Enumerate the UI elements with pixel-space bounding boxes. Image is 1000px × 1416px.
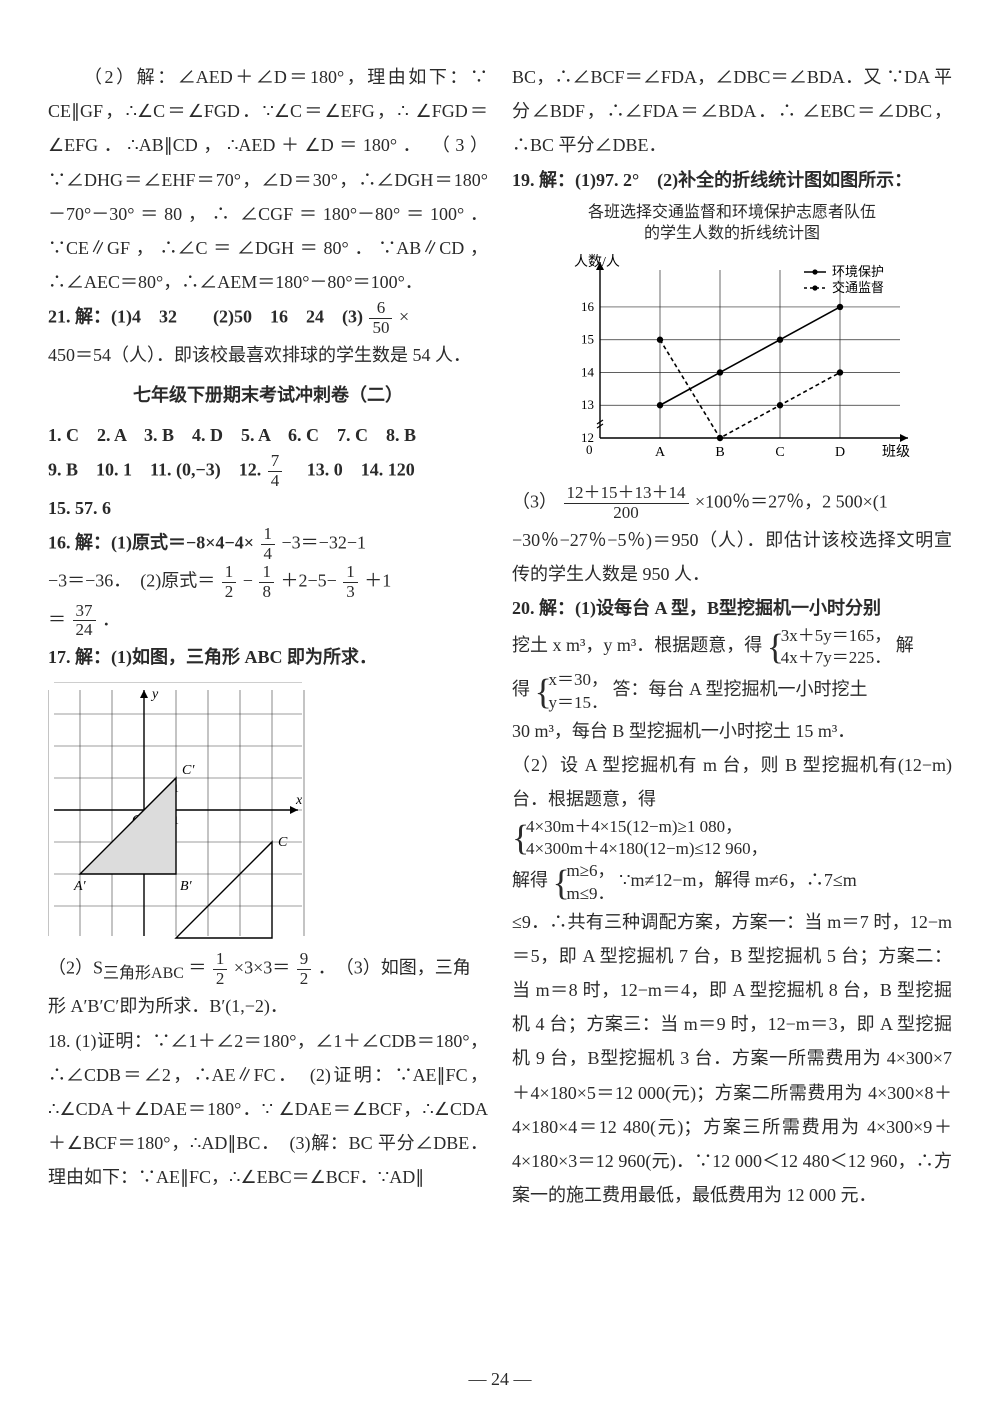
q21-cont: 450＝54（人）．即该校最喜欢排球的学生数是 54 人．: [48, 338, 488, 372]
fill-answers-2: 15. 57. 6: [48, 491, 488, 525]
sys1-r1: 3x＋5y＝165，: [781, 625, 892, 647]
sys2-r1: x＝30，: [549, 669, 609, 691]
svg-text:环境保护: 环境保护: [832, 264, 884, 279]
q20i: ∵m≠12−m，解得 m≠6，∴7≤m: [619, 871, 857, 891]
sys4-r2: m≤9．: [567, 883, 615, 905]
q17b-b: ＝: [188, 957, 206, 977]
q19b-b: ×100％＝27％，2 500×(1: [695, 492, 888, 512]
q19: 19. 解：(1)97. 2° (2)补全的折线统计图如图所示：: [512, 163, 952, 197]
q18: 18. (1)证明：∵∠1＋∠2＝180°，∠1＋∠CDB＝180°，∴∠CDB…: [48, 1024, 488, 1195]
q16b: −3＝−32−1: [282, 532, 366, 552]
frac-sum-200: 12＋15＋13＋14200: [564, 484, 689, 522]
q20b: 挖土 x m³，y m³．根据题意，得: [512, 636, 762, 656]
q20-line3: 得 x＝30， y＝15． 答：每台 A 型挖掘机一小时挖土: [512, 669, 952, 713]
q20a: 20. 解：(1)设每台 A 型，B型挖掘机一小时分别: [512, 591, 952, 625]
q16-line2: −3＝−36． (2)原式＝ 12 − 18 ＋2−5− 13 ＋1: [48, 563, 488, 601]
svg-text:B: B: [715, 445, 724, 460]
q18-cont: BC，∴∠BCF＝∠FDA，∠DBC＝∠BDA．又 ∵DA 平分∠BDF，∴∠F…: [512, 60, 952, 163]
line-chart: 各班选择交通监督和环境保护志愿者队伍的学生人数的折线统计图 1213141516…: [542, 203, 922, 479]
sys3-r1: 4×30m＋4×15(12−m)≥1 080，: [526, 816, 768, 838]
q16h: ．: [102, 609, 120, 629]
q17: 17. 解：(1)如图，三角形 ABC 即为所求．: [48, 640, 488, 674]
q20d: 得: [512, 680, 530, 700]
q19c: −30％−27％−5％)＝950（人）．即估计该校选择文明宣传的学生人数是 95…: [512, 523, 952, 591]
frac-1-3: 13: [343, 563, 358, 601]
q16: 16. 解：(1)原式＝−8×4−4× 14 −3＝−32−1: [48, 525, 488, 563]
q21-label: 21. 解：(1)4 32 (2)50 16 24 (3): [48, 307, 363, 327]
svg-text:C: C: [278, 835, 288, 850]
q21: 21. 解：(1)4 32 (2)50 16 24 (3) 650 ×: [48, 299, 488, 337]
system-2: x＝30， y＝15．: [535, 669, 609, 713]
svg-text:A: A: [655, 445, 666, 460]
svg-text:交通监督: 交通监督: [832, 280, 884, 295]
svg-text:人数/人: 人数/人: [574, 254, 620, 270]
q17b: （2）S三角形ABC ＝ 12 ×3×3＝ 92 ． （3）如图，三角: [48, 950, 488, 989]
sys2-r2: y＝15．: [549, 692, 609, 714]
q16-line3: ＝ 3724 ．: [48, 602, 488, 640]
q20j: ≤9．∴共有三种调配方案，方案一：当 m＝7 时，12−m＝5，即 A 型挖掘机…: [512, 905, 952, 1213]
system-4: m≥6， m≤9．: [553, 860, 615, 904]
q20e: 答：每台 A 型挖掘机一小时挖土: [613, 680, 868, 700]
q16c: −3＝−36． (2)原式＝: [48, 571, 215, 591]
svg-text:班级: 班级: [882, 444, 910, 460]
svg-text:C′: C′: [182, 763, 195, 778]
right-column: BC，∴∠BCF＝∠FDA，∠DBC＝∠BDA．又 ∵DA 平分∠BDF，∴∠F…: [512, 60, 952, 1212]
q20c: 解: [896, 636, 914, 656]
svg-text:A′: A′: [73, 879, 87, 894]
frac-1-8: 18: [259, 563, 274, 601]
q19-txt: 19. 解：(1)97. 2° (2)补全的折线统计图如图所示：: [512, 170, 912, 190]
svg-text:13: 13: [581, 398, 594, 413]
q20-line2: 挖土 x m³，y m³．根据题意，得 3x＋5y＝165， 4x＋7y＝225…: [512, 625, 952, 669]
q16g: ＝: [48, 609, 66, 629]
q17b-d: ． （3）如图，三角: [318, 957, 471, 977]
q16f: ＋1: [364, 571, 391, 591]
q20h: 解得: [512, 871, 548, 891]
frac-37-24: 3724: [73, 602, 96, 640]
left-column: （2）解：∠AED＋∠D＝180°，理由如下：∵ CE∥GF，∴∠C＝∠FGD．…: [48, 60, 488, 1212]
q20f: 30 m³，每台 B 型挖掘机一小时挖土 15 m³．: [512, 714, 952, 748]
svg-text:16: 16: [581, 299, 595, 314]
sys1-r2: 4x＋7y＝225．: [781, 647, 892, 669]
q17c: 形 A′B′C′即为所求．B′(1,−2)．: [48, 989, 488, 1023]
svg-text:D: D: [835, 445, 845, 460]
q20-sys3: 4×30m＋4×15(12−m)≥1 080， 4×300m＋4×180(12−…: [512, 816, 952, 860]
frac-9-2: 92: [297, 950, 312, 988]
svg-text:y: y: [150, 687, 159, 702]
q17b-sub: 三角形ABC: [103, 965, 184, 982]
mc-answers: 1. C 2. A 3. B 4. D 5. A 6. C 7. C 8. B: [48, 418, 488, 452]
svg-text:0: 0: [586, 442, 593, 457]
page-number: — 24 —: [0, 1362, 1000, 1396]
q19b-a: （3）: [512, 492, 557, 512]
svg-text:C: C: [775, 445, 784, 460]
system-1: 3x＋5y＝165， 4x＋7y＝225．: [767, 625, 892, 669]
sys3-r2: 4×300m＋4×180(12−m)≤12 960，: [526, 838, 768, 860]
q20-line5: 解得 m≥6， m≤9． ∵m≠12−m，解得 m≠6，∴7≤m: [512, 860, 952, 904]
svg-text:x: x: [295, 793, 303, 808]
q19b: （3） 12＋15＋13＋14200 ×100％＝27％，2 500×(1: [512, 484, 952, 522]
q16d: −: [243, 571, 253, 591]
svg-text:15: 15: [581, 332, 594, 347]
frac-7-4: 74: [268, 452, 283, 490]
q20g: （2）设 A 型挖掘机有 m 台，则 B 型挖掘机有(12−m)台．根据题意，得: [512, 748, 952, 816]
chart-title: 各班选择交通监督和环境保护志愿者队伍的学生人数的折线统计图: [542, 203, 922, 245]
q21-tail: ×: [399, 307, 409, 327]
coordinate-grid-figure: Oxy−111ABCA′B′C′: [48, 682, 488, 942]
fill-answers-1: 9. B 10. 1 11. (0,−3) 12. 74 13. 0 14. 1…: [48, 452, 488, 490]
exam2-title: 七年级下册期末考试冲刺卷（二）: [48, 378, 488, 412]
q16e: ＋2−5−: [280, 571, 336, 591]
system-3: 4×30m＋4×15(12−m)≥1 080， 4×300m＋4×180(12−…: [512, 816, 768, 860]
q17b-c: ×3×3＝: [234, 957, 290, 977]
svg-text:B′: B′: [180, 879, 193, 894]
fill-1b: 13. 0 14. 120: [289, 460, 415, 480]
frac-6-50: 650: [369, 299, 392, 337]
sys4-r1: m≥6，: [567, 860, 615, 882]
fill-1a: 9. B 10. 1 11. (0,−3) 12.: [48, 460, 266, 480]
q2-solution: （2）解：∠AED＋∠D＝180°，理由如下：∵ CE∥GF，∴∠C＝∠FGD．…: [48, 60, 488, 299]
svg-text:14: 14: [581, 365, 595, 380]
frac-1-4: 14: [261, 525, 276, 563]
frac-1-2: 12: [222, 563, 237, 601]
frac-1-2b: 12: [213, 950, 228, 988]
q16a: 16. 解：(1)原式＝−8×4−4×: [48, 532, 254, 552]
q17b-a: （2）S: [48, 957, 103, 977]
